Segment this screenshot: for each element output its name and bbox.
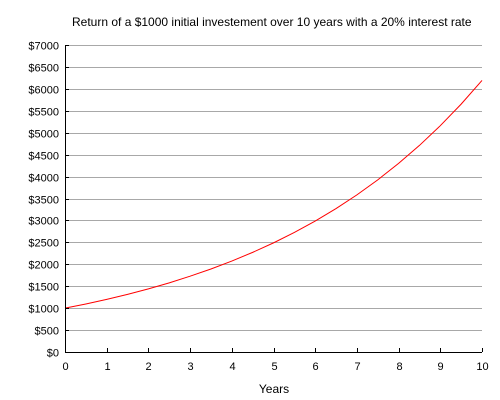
y-tick-label: $3000 bbox=[28, 216, 59, 228]
x-tick-label: 1 bbox=[104, 361, 110, 373]
series-line bbox=[64, 80, 483, 309]
x-tick-label: 10 bbox=[476, 361, 488, 373]
y-tick-label: $7000 bbox=[28, 41, 59, 53]
y-tick-label: $4500 bbox=[28, 151, 59, 163]
y-tick-label: $1500 bbox=[28, 282, 59, 294]
chart-title: Return of a $1000 initial investement ov… bbox=[72, 15, 472, 29]
grid-lines bbox=[65, 45, 482, 331]
y-tick-label: $6500 bbox=[28, 63, 59, 75]
y-tick-label: $3500 bbox=[28, 195, 59, 207]
x-tick-label: 8 bbox=[396, 361, 402, 373]
x-tick-label: 3 bbox=[187, 361, 193, 373]
axes bbox=[65, 45, 482, 353]
x-tick-label: 0 bbox=[62, 361, 68, 373]
x-tick-label: 4 bbox=[229, 361, 235, 373]
x-tick-label: 2 bbox=[145, 361, 151, 373]
y-tick-label: $0 bbox=[47, 348, 59, 360]
y-tick-label: $500 bbox=[35, 326, 59, 338]
x-tick-label: 5 bbox=[271, 361, 277, 373]
plot-series bbox=[64, 80, 483, 309]
y-tick-label: $5500 bbox=[28, 107, 59, 119]
y-tick-label: $4000 bbox=[28, 173, 59, 185]
x-axis-label: Years bbox=[259, 382, 289, 396]
y-tick-label: $1000 bbox=[28, 304, 59, 316]
y-tick-label: $2500 bbox=[28, 238, 59, 250]
x-tick-label: 7 bbox=[354, 361, 360, 373]
y-axis-ticks: $0 $500 $1000 $1500 $2000 $2500 $3000 $3500 $400… bbox=[28, 41, 69, 360]
x-tick-label: 9 bbox=[437, 361, 443, 373]
y-tick-label: $5000 bbox=[28, 129, 59, 141]
y-tick-label: $6000 bbox=[28, 85, 59, 97]
x-tick-label: 6 bbox=[312, 361, 318, 373]
x-axis-ticks: 0 1 2 3 4 5 6 7 8 9 10 bbox=[62, 348, 489, 373]
y-tick-label: $2000 bbox=[28, 260, 59, 272]
